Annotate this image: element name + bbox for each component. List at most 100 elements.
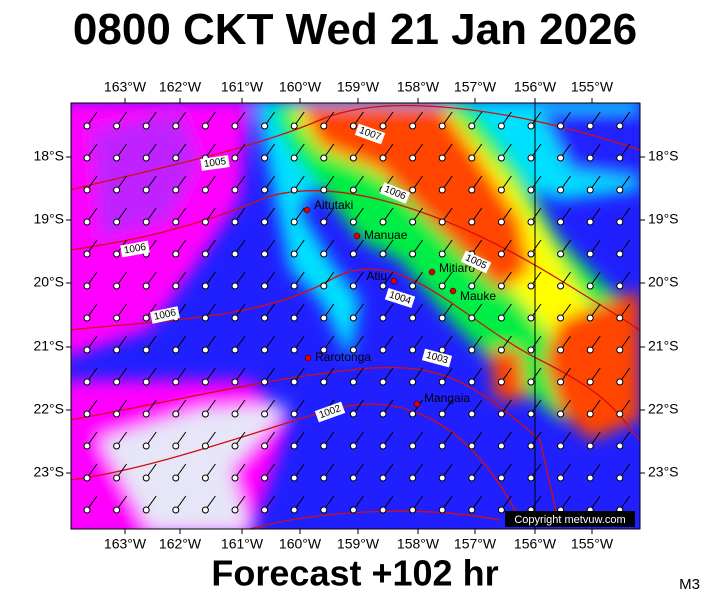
wind-station (379, 378, 387, 386)
lat-label: 21°S (648, 338, 679, 354)
lon-label: 159°W (337, 79, 380, 95)
wind-station (379, 218, 387, 226)
wind-station (290, 346, 298, 354)
place-marker (390, 277, 398, 285)
lon-label: 155°W (571, 536, 614, 552)
wind-station (438, 218, 446, 226)
wind-station (142, 410, 150, 418)
lat-label: 18°S (33, 148, 64, 164)
wind-station (616, 314, 624, 322)
wind-station (527, 282, 535, 290)
wind-station (113, 122, 121, 130)
wind-station (201, 314, 209, 322)
wind-station (379, 346, 387, 354)
lon-label: 161°W (221, 536, 264, 552)
wind-station (113, 218, 121, 226)
wind-station (468, 186, 476, 194)
wind-station (113, 474, 121, 482)
wind-station (557, 346, 565, 354)
wind-station (586, 442, 594, 450)
wind-station (113, 506, 121, 514)
wind-station (527, 378, 535, 386)
wind-station (290, 378, 298, 386)
wind-station (172, 250, 180, 258)
wind-station (557, 378, 565, 386)
place-name: Manuae (364, 228, 408, 242)
place-marker (304, 354, 312, 362)
wind-station (290, 282, 298, 290)
place-name: Atiu (366, 269, 387, 283)
wind-station (468, 442, 476, 450)
wind-station (557, 474, 565, 482)
wind-station (113, 154, 121, 162)
isobar-label-group: 1003 (421, 348, 453, 368)
wind-station (409, 282, 417, 290)
wind-station (231, 282, 239, 290)
lat-label: 19°S (33, 211, 64, 227)
wind-station (142, 218, 150, 226)
wind-station (468, 378, 476, 386)
isobars (71, 104, 640, 529)
wind-station (172, 346, 180, 354)
lat-label: 23°S (648, 464, 679, 480)
wind-station (527, 250, 535, 258)
isobar-label-box (120, 240, 150, 258)
lon-label: 156°W (514, 79, 557, 95)
isobar-label-group: 1006 (120, 240, 150, 258)
wind-station (172, 410, 180, 418)
wind-station (379, 506, 387, 514)
lon-label: 163°W (104, 79, 147, 95)
isobar-label: 1005 (203, 156, 227, 170)
wind-station (497, 314, 505, 322)
wind-station (468, 122, 476, 130)
wind-station (497, 282, 505, 290)
wind-station (557, 410, 565, 418)
wind-station (201, 346, 209, 354)
lon-label: 162°W (159, 79, 202, 95)
wind-station (349, 346, 357, 354)
lat-label: 22°S (33, 401, 64, 417)
wind-station (261, 506, 269, 514)
wind-station (231, 122, 239, 130)
wind-station (557, 218, 565, 226)
wind-station (290, 410, 298, 418)
copyright-box (505, 511, 635, 527)
lat-label: 21°S (33, 338, 64, 354)
wind-station (409, 154, 417, 162)
place-name: Mitiaro (439, 261, 475, 275)
wind-station (142, 442, 150, 450)
wind-station (409, 474, 417, 482)
wind-station (261, 314, 269, 322)
wind-station (172, 122, 180, 130)
lat-label: 18°S (648, 148, 679, 164)
wind-station (261, 346, 269, 354)
wind-station (231, 442, 239, 450)
wind-station (320, 186, 328, 194)
wind-station (142, 186, 150, 194)
lon-label: 161°W (221, 79, 264, 95)
wind-station (172, 218, 180, 226)
title: 0800 CKT Wed 21 Jan 2026 (73, 5, 637, 54)
wind-station (320, 346, 328, 354)
wind-station (438, 154, 446, 162)
place-name: Rarotonga (315, 350, 371, 364)
wind-station (527, 154, 535, 162)
isobar-label-box (384, 287, 416, 309)
wind-station (527, 122, 535, 130)
wind-station (261, 442, 269, 450)
wind-station (527, 346, 535, 354)
wind-station (586, 186, 594, 194)
wind-station (497, 250, 505, 258)
wind-station (586, 346, 594, 354)
wind-station (409, 250, 417, 258)
wind-station (231, 250, 239, 258)
wind-station (83, 314, 91, 322)
isobar-label-group: 1005 (200, 155, 230, 171)
copyright: Copyright metvuw.com (514, 514, 625, 526)
wind-station (142, 378, 150, 386)
wind-station (320, 378, 328, 386)
wind-station (616, 122, 624, 130)
wind-station (172, 282, 180, 290)
wind-station (113, 410, 121, 418)
wind-station (261, 282, 269, 290)
